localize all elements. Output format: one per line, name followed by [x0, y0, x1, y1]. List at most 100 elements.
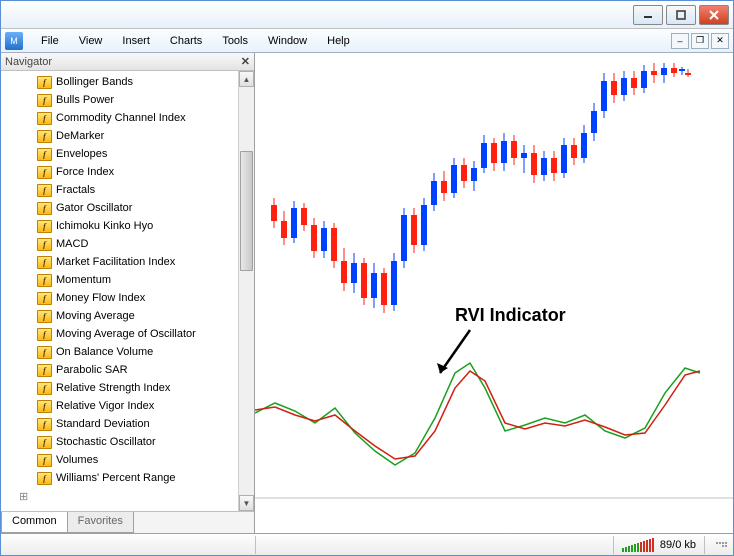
indicator-label: Market Facilitation Index [56, 256, 175, 268]
navigator-close-button[interactable]: ✕ [241, 55, 250, 68]
indicator-item[interactable]: f Gator Oscillator [1, 199, 254, 217]
indicator-item[interactable]: f MACD [1, 235, 254, 253]
indicator-icon: f [37, 364, 52, 377]
indicator-item[interactable]: f Relative Vigor Index [1, 397, 254, 415]
menu-window[interactable]: Window [258, 31, 317, 51]
indicator-item[interactable]: fVolumes [1, 451, 254, 469]
indicator-icon: f [37, 292, 52, 305]
indicator-item[interactable]: f Bollinger Bands [1, 73, 254, 91]
indicator-icon: f [37, 328, 52, 341]
indicator-label: Ichimoku Kinko Hyo [56, 220, 153, 232]
indicator-item[interactable]: f Bulls Power [1, 91, 254, 109]
menu-file[interactable]: File [31, 31, 69, 51]
indicator-icon: f [37, 94, 52, 107]
indicator-label: Relative Strength Index [56, 382, 170, 394]
indicator-icon: f [37, 220, 52, 233]
chart-canvas [255, 53, 733, 513]
indicator-icon: f [37, 400, 52, 413]
indicator-label: Bollinger Bands [56, 76, 133, 88]
indicator-icon: f [37, 310, 52, 323]
mdi-minimize-button[interactable]: ‒ [671, 33, 689, 49]
menu-charts[interactable]: Charts [160, 31, 212, 51]
chart-area[interactable]: RVI Indicator [255, 53, 733, 533]
indicator-icon: f [37, 184, 52, 197]
indicator-label: Relative Vigor Index [56, 400, 154, 412]
navigator-tab-favorites[interactable]: Favorites [67, 512, 134, 533]
window-minimize-button[interactable] [633, 5, 663, 25]
indicator-item[interactable]: f Standard Deviation [1, 415, 254, 433]
indicator-tree: f Bollinger Bands f Bulls Power f Commodity C… [1, 71, 254, 507]
indicator-icon: f [37, 382, 52, 395]
indicator-item[interactable]: f Moving Average of Oscillator [1, 325, 254, 343]
menu-insert[interactable]: Insert [112, 31, 160, 51]
mdi-restore-button[interactable]: ❐ [691, 33, 709, 49]
indicator-label: Williams' Percent Range [56, 472, 175, 484]
menu-tools[interactable]: Tools [212, 31, 258, 51]
indicator-label: MACD [56, 238, 88, 250]
indicator-item[interactable]: f Fractals [1, 181, 254, 199]
indicator-item[interactable]: f Momentum [1, 271, 254, 289]
indicator-label: Momentum [56, 274, 111, 286]
menu-view[interactable]: View [69, 31, 113, 51]
mdi-close-button[interactable]: ✕ [711, 33, 729, 49]
scroll-thumb[interactable] [240, 151, 253, 271]
indicator-item[interactable]: f Envelopes [1, 145, 254, 163]
indicator-item[interactable]: f Money Flow Index [1, 289, 254, 307]
indicator-icon: f [37, 436, 52, 449]
indicator-label: Moving Average [56, 310, 135, 322]
indicator-icon: f [37, 346, 52, 359]
indicator-icon: f [37, 256, 52, 269]
indicator-label: Moving Average of Oscillator [56, 328, 196, 340]
indicator-icon: f [37, 130, 52, 143]
indicator-label: Money Flow Index [56, 292, 145, 304]
resize-grip[interactable] [713, 540, 729, 549]
indicator-icon: f [37, 112, 52, 125]
navigator-tab-common[interactable]: Common [1, 512, 68, 533]
indicator-item[interactable]: f Parabolic SAR [1, 361, 254, 379]
indicator-icon: f [37, 274, 52, 287]
indicator-label: Standard Deviation [56, 418, 150, 430]
indicator-item[interactable]: f Commodity Channel Index [1, 109, 254, 127]
indicator-icon: f [37, 202, 52, 215]
scroll-up-arrow[interactable]: ▲ [239, 71, 254, 87]
indicator-label: Envelopes [56, 148, 107, 160]
indicator-label: Fractals [56, 184, 95, 196]
indicator-label: On Balance Volume [56, 346, 153, 358]
indicator-icon: f [37, 472, 52, 485]
indicator-item[interactable]: f Market Facilitation Index [1, 253, 254, 271]
indicator-label: Stochastic Oscillator [56, 436, 156, 448]
connection-bars-icon [622, 538, 654, 552]
navigator-scrollbar[interactable]: ▲ ▼ [238, 71, 254, 511]
indicator-label: DeMarker [56, 130, 104, 142]
indicator-label: Bulls Power [56, 94, 114, 106]
annotation-arrow [435, 328, 475, 378]
indicator-item[interactable]: f Williams' Percent Range [1, 469, 254, 487]
indicator-label: Parabolic SAR [56, 364, 128, 376]
scroll-down-arrow[interactable]: ▼ [239, 495, 254, 511]
menu-help[interactable]: Help [317, 31, 360, 51]
indicator-item[interactable]: fForce Index [1, 163, 254, 181]
indicator-item[interactable]: f Ichimoku Kinko Hyo [1, 217, 254, 235]
navigator-title: Navigator [5, 56, 52, 68]
indicator-label: Commodity Channel Index [56, 112, 186, 124]
indicator-item[interactable]: f DeMarker [1, 127, 254, 145]
indicator-label: Gator Oscillator [56, 202, 132, 214]
indicator-icon: f [37, 76, 52, 89]
indicator-item[interactable]: f Relative Strength Index [1, 379, 254, 397]
tree-node-collapsed[interactable]: ⊞ [1, 487, 254, 505]
menubar: M FileViewInsertChartsToolsWindowHelp ‒ … [1, 29, 733, 53]
indicator-item[interactable]: f On Balance Volume [1, 343, 254, 361]
window-maximize-button[interactable] [666, 5, 696, 25]
window-titlebar [1, 1, 733, 29]
indicator-icon: f [37, 148, 52, 161]
navigator-header: Navigator ✕ [1, 53, 254, 71]
app-icon: M [5, 32, 23, 50]
indicator-item[interactable]: f Moving Average [1, 307, 254, 325]
indicator-icon: f [37, 238, 52, 251]
window-close-button[interactable] [699, 5, 729, 25]
statusbar: 89/0 kb [1, 533, 733, 555]
indicator-icon: f [37, 166, 52, 179]
indicator-item[interactable]: f Stochastic Oscillator [1, 433, 254, 451]
indicator-label: Volumes [56, 454, 98, 466]
indicator-icon: f [37, 418, 52, 431]
